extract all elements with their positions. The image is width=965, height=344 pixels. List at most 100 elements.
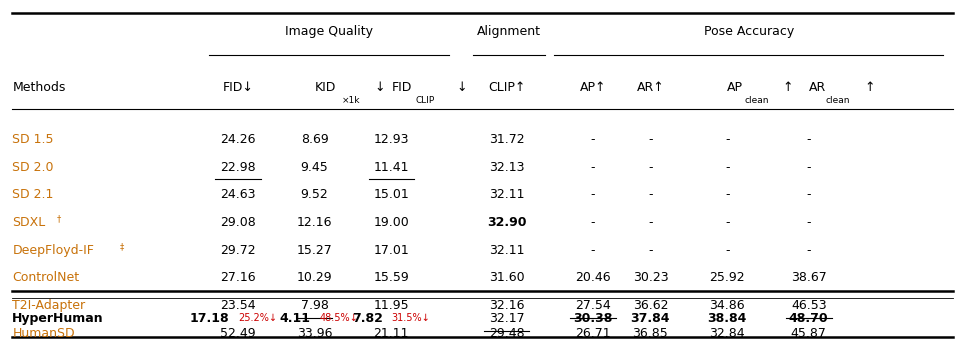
Text: -: - xyxy=(591,133,595,146)
Text: -: - xyxy=(591,188,595,201)
Text: T2I-Adapter: T2I-Adapter xyxy=(13,299,86,312)
Text: 32.17: 32.17 xyxy=(488,312,524,325)
Text: 17.01: 17.01 xyxy=(373,244,409,257)
Text: 31.60: 31.60 xyxy=(488,271,524,284)
Text: 32.11: 32.11 xyxy=(488,244,524,257)
Text: 30.38: 30.38 xyxy=(573,312,613,325)
Text: 11.95: 11.95 xyxy=(373,299,409,312)
Text: 45.87: 45.87 xyxy=(790,327,827,340)
Text: 7.82: 7.82 xyxy=(352,312,383,325)
Text: SD 2.0: SD 2.0 xyxy=(13,161,54,174)
Text: 11.41: 11.41 xyxy=(373,161,409,174)
Text: 9.45: 9.45 xyxy=(301,161,328,174)
Text: 22.98: 22.98 xyxy=(220,161,256,174)
Text: FID↓: FID↓ xyxy=(222,80,253,94)
Text: clean: clean xyxy=(826,96,850,105)
Text: 24.26: 24.26 xyxy=(220,133,256,146)
Text: 29.48: 29.48 xyxy=(488,327,524,340)
Text: 46.53: 46.53 xyxy=(791,299,827,312)
Text: -: - xyxy=(591,216,595,229)
Text: ‡: ‡ xyxy=(120,242,124,251)
Text: -: - xyxy=(725,244,730,257)
Text: -: - xyxy=(807,188,811,201)
Text: 52.49: 52.49 xyxy=(220,327,256,340)
Text: 31.72: 31.72 xyxy=(488,133,524,146)
Text: 12.16: 12.16 xyxy=(297,216,332,229)
Text: -: - xyxy=(725,133,730,146)
Text: DeepFloyd-IF: DeepFloyd-IF xyxy=(13,244,95,257)
Text: -: - xyxy=(725,188,730,201)
Text: 29.72: 29.72 xyxy=(220,244,256,257)
Text: CLIP↑: CLIP↑ xyxy=(487,80,525,94)
Text: clean: clean xyxy=(744,96,769,105)
Text: 48.70: 48.70 xyxy=(789,312,829,325)
Text: Methods: Methods xyxy=(13,80,66,94)
Text: 9.52: 9.52 xyxy=(301,188,328,201)
Text: AP↑: AP↑ xyxy=(580,80,606,94)
Text: 10.29: 10.29 xyxy=(297,271,332,284)
Text: 7.98: 7.98 xyxy=(301,299,328,312)
Text: Image Quality: Image Quality xyxy=(285,25,373,38)
Text: 32.16: 32.16 xyxy=(488,299,524,312)
Text: AP: AP xyxy=(728,80,743,94)
Text: Pose Accuracy: Pose Accuracy xyxy=(703,25,794,38)
Text: 37.84: 37.84 xyxy=(631,312,670,325)
Text: 32.90: 32.90 xyxy=(486,216,526,229)
Text: -: - xyxy=(591,161,595,174)
Text: 25.2%↓: 25.2%↓ xyxy=(238,313,277,323)
Text: 12.93: 12.93 xyxy=(373,133,409,146)
Text: 24.63: 24.63 xyxy=(220,188,256,201)
Text: -: - xyxy=(648,161,652,174)
Text: KID: KID xyxy=(315,80,336,94)
Text: HyperHuman: HyperHuman xyxy=(13,312,104,325)
Text: -: - xyxy=(648,244,652,257)
Text: -: - xyxy=(725,161,730,174)
Text: ↓: ↓ xyxy=(456,80,467,94)
Text: -: - xyxy=(807,216,811,229)
Text: -: - xyxy=(648,133,652,146)
Text: ×1k: ×1k xyxy=(342,96,360,105)
Text: 36.85: 36.85 xyxy=(632,327,669,340)
Text: CLIP: CLIP xyxy=(415,96,434,105)
Text: 26.71: 26.71 xyxy=(575,327,611,340)
Text: ↓: ↓ xyxy=(374,80,385,94)
Text: 36.62: 36.62 xyxy=(633,299,668,312)
Text: -: - xyxy=(807,161,811,174)
Text: -: - xyxy=(807,133,811,146)
Text: -: - xyxy=(648,216,652,229)
Text: 20.46: 20.46 xyxy=(575,271,611,284)
Text: -: - xyxy=(725,216,730,229)
Text: 32.13: 32.13 xyxy=(488,161,524,174)
Text: 21.11: 21.11 xyxy=(373,327,409,340)
Text: SD 1.5: SD 1.5 xyxy=(13,133,54,146)
Text: 4.11: 4.11 xyxy=(280,312,311,325)
Text: ↑: ↑ xyxy=(865,80,875,94)
Text: 32.84: 32.84 xyxy=(709,327,745,340)
Text: 33.96: 33.96 xyxy=(297,327,332,340)
Text: 15.27: 15.27 xyxy=(296,244,333,257)
Text: SDXL: SDXL xyxy=(13,216,45,229)
Text: -: - xyxy=(591,244,595,257)
Text: 27.16: 27.16 xyxy=(220,271,256,284)
Text: AR↑: AR↑ xyxy=(637,80,664,94)
Text: ControlNet: ControlNet xyxy=(13,271,79,284)
Text: Alignment: Alignment xyxy=(477,25,541,38)
Text: SD 2.1: SD 2.1 xyxy=(13,188,54,201)
Text: 19.00: 19.00 xyxy=(373,216,409,229)
Text: 17.18: 17.18 xyxy=(189,312,229,325)
Text: 38.84: 38.84 xyxy=(707,312,747,325)
Text: -: - xyxy=(648,188,652,201)
Text: 30.23: 30.23 xyxy=(633,271,668,284)
Text: -: - xyxy=(807,244,811,257)
Text: 34.86: 34.86 xyxy=(709,299,745,312)
Text: 48.5%↓: 48.5%↓ xyxy=(319,313,358,323)
Text: 38.67: 38.67 xyxy=(791,271,827,284)
Text: 31.5%↓: 31.5%↓ xyxy=(391,313,429,323)
Text: 32.11: 32.11 xyxy=(488,188,524,201)
Text: 15.01: 15.01 xyxy=(373,188,409,201)
Text: FID: FID xyxy=(392,80,412,94)
Text: 23.54: 23.54 xyxy=(220,299,256,312)
Text: 8.69: 8.69 xyxy=(301,133,328,146)
Text: 25.92: 25.92 xyxy=(709,271,745,284)
Text: ↑: ↑ xyxy=(783,80,793,94)
